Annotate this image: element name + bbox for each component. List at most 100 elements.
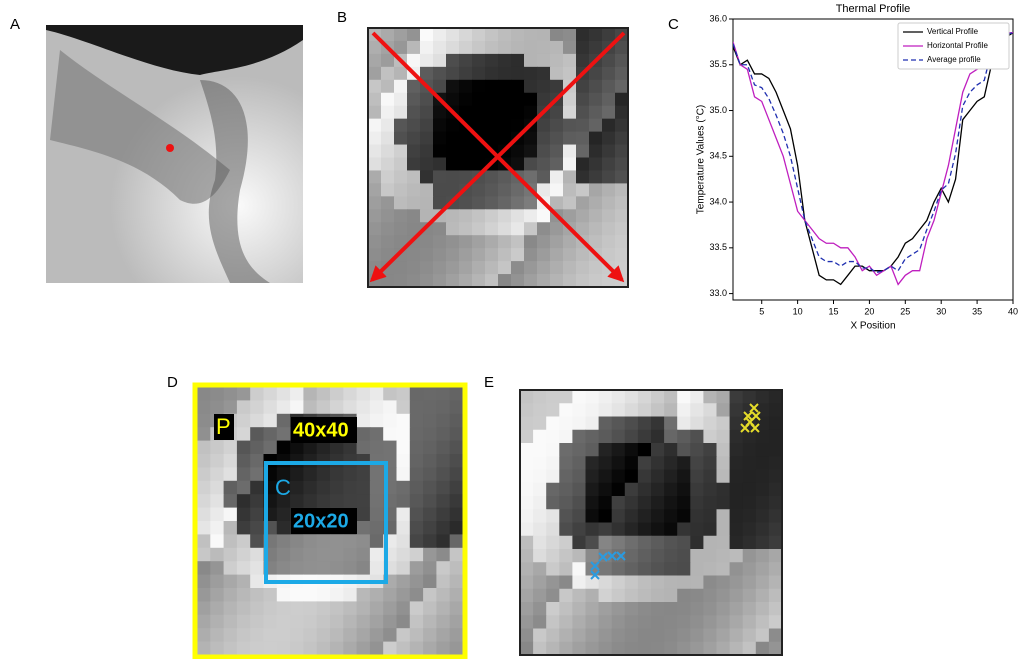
pixel [664, 522, 678, 537]
pixel [236, 467, 251, 482]
pixel [615, 248, 629, 262]
pixel [624, 641, 639, 656]
inner-size: 20x20 [293, 510, 349, 532]
pixel [611, 615, 626, 629]
pixel [459, 157, 473, 171]
pixel [690, 416, 704, 431]
pixel [197, 601, 211, 616]
pixel [436, 387, 451, 401]
pixel [250, 547, 264, 562]
pixel [449, 454, 464, 468]
pixel [407, 131, 421, 146]
pixel [330, 480, 344, 495]
pixel [459, 144, 473, 158]
pixel [210, 561, 225, 576]
pixel [520, 602, 534, 616]
pixel [394, 40, 408, 55]
pixel [524, 105, 538, 120]
pixel [236, 427, 251, 442]
pixel [449, 387, 464, 401]
pixel [423, 507, 437, 522]
pixel [236, 547, 251, 562]
pixel [690, 522, 704, 537]
pixel [407, 79, 421, 94]
pixel [615, 222, 629, 236]
pixel [572, 429, 586, 444]
pixel [624, 456, 639, 470]
pixel [602, 118, 616, 133]
pixel [446, 28, 460, 42]
pixel [383, 413, 397, 428]
pixel [423, 534, 437, 549]
pixel [394, 157, 408, 171]
pixel [407, 53, 421, 68]
pixel [368, 79, 382, 94]
pixel [394, 92, 408, 107]
pixel [602, 131, 616, 146]
pixel [520, 575, 534, 590]
pixel [559, 535, 573, 550]
pixel [485, 66, 499, 81]
cross-marker [745, 417, 755, 427]
pixel [263, 400, 278, 415]
pixel [563, 235, 577, 249]
pixel [602, 105, 616, 120]
pixel [546, 429, 560, 444]
pixel [368, 66, 382, 81]
legend-label: Horizontal Profile [927, 41, 988, 50]
pixel [729, 641, 744, 656]
pixel [559, 443, 573, 457]
legend-box [897, 22, 1010, 70]
pixel [520, 443, 534, 457]
pixel [716, 602, 731, 616]
pixel [250, 641, 264, 656]
pixel [498, 170, 512, 184]
pixel [459, 222, 473, 236]
pixel [611, 575, 626, 590]
pixel [651, 641, 665, 656]
pixel [394, 28, 408, 42]
pixel [369, 547, 384, 562]
label-bg [291, 508, 357, 534]
pixel [511, 79, 525, 94]
pixel [381, 118, 395, 133]
pixel [369, 427, 384, 442]
pixel [703, 482, 717, 497]
pixel [572, 615, 586, 629]
pixel [511, 274, 525, 288]
pixel [369, 601, 384, 616]
pixel [303, 614, 318, 629]
pixel [381, 28, 395, 42]
pixel [436, 454, 451, 468]
pixel [472, 235, 486, 249]
pixel [343, 614, 358, 629]
pixel [446, 274, 460, 288]
pixel [576, 261, 590, 275]
pixel [472, 28, 486, 42]
pixel [585, 469, 600, 484]
pixel [498, 40, 512, 55]
x-tick-label: 20 [864, 306, 874, 316]
pixel [290, 467, 304, 482]
pixel [637, 496, 652, 510]
pixel [677, 482, 691, 497]
pixel [197, 440, 211, 455]
pixel [343, 561, 358, 576]
pixel [611, 482, 626, 497]
pixel [520, 390, 534, 404]
pixel [396, 480, 411, 495]
pixel [611, 429, 626, 444]
pixel [197, 413, 211, 428]
pixel [624, 390, 639, 404]
pixel [768, 588, 783, 603]
pixel [637, 469, 652, 484]
pixel [615, 144, 629, 158]
pixel [303, 561, 318, 576]
pixel [664, 482, 678, 497]
label-bg [291, 417, 357, 443]
pixel [768, 443, 783, 457]
pixel [369, 413, 384, 428]
pixel [615, 66, 629, 81]
pixel [446, 235, 460, 249]
pixel [236, 534, 251, 549]
